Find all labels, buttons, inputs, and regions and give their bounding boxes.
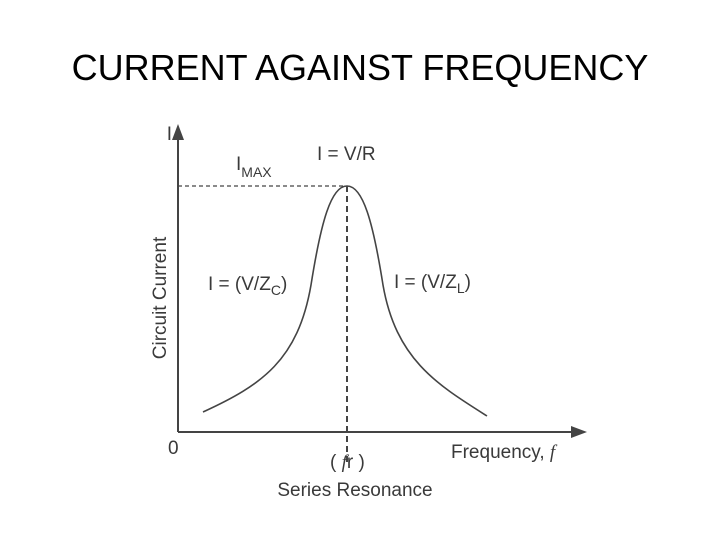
x-axis-text: Frequency, <box>451 442 545 463</box>
imax-main: I <box>236 154 241 175</box>
peak-label: I = V/R <box>317 144 376 165</box>
left-label: I = (V/ZC) <box>208 274 287 298</box>
marker-rest: r ) <box>347 452 365 473</box>
marker-symbol: f <box>342 452 350 473</box>
current-curve <box>202 185 488 417</box>
right-label-sub: L <box>457 280 465 296</box>
slide-title: CURRENT AGAINST FREQUENCY <box>72 47 649 88</box>
x-arrow <box>571 426 587 438</box>
y-axis-symbol: I <box>167 124 172 145</box>
resonance-marker: ( fr ) <box>330 452 365 473</box>
y-axis-label: Circuit Current <box>150 236 171 359</box>
left-label-main: I = (V/Z <box>208 274 271 295</box>
y-arrow <box>172 124 184 140</box>
imax-sub: MAX <box>241 164 272 180</box>
origin-label: 0 <box>168 438 179 459</box>
right-label-end: ) <box>465 272 471 293</box>
right-label-main: I = (V/Z <box>394 272 457 293</box>
diagram: I Circuit Current 0 Frequency, f I = V/R… <box>150 124 587 501</box>
x-axis-symbol: f <box>550 442 558 463</box>
imax-label: IMAX <box>236 154 272 180</box>
left-label-sub: C <box>271 282 281 298</box>
marker-open: ( <box>330 452 337 473</box>
left-label-end: ) <box>281 274 287 295</box>
resonance-caption: Series Resonance <box>277 480 432 501</box>
right-label: I = (V/ZL) <box>394 272 471 296</box>
x-axis-label: Frequency, f <box>451 442 558 463</box>
